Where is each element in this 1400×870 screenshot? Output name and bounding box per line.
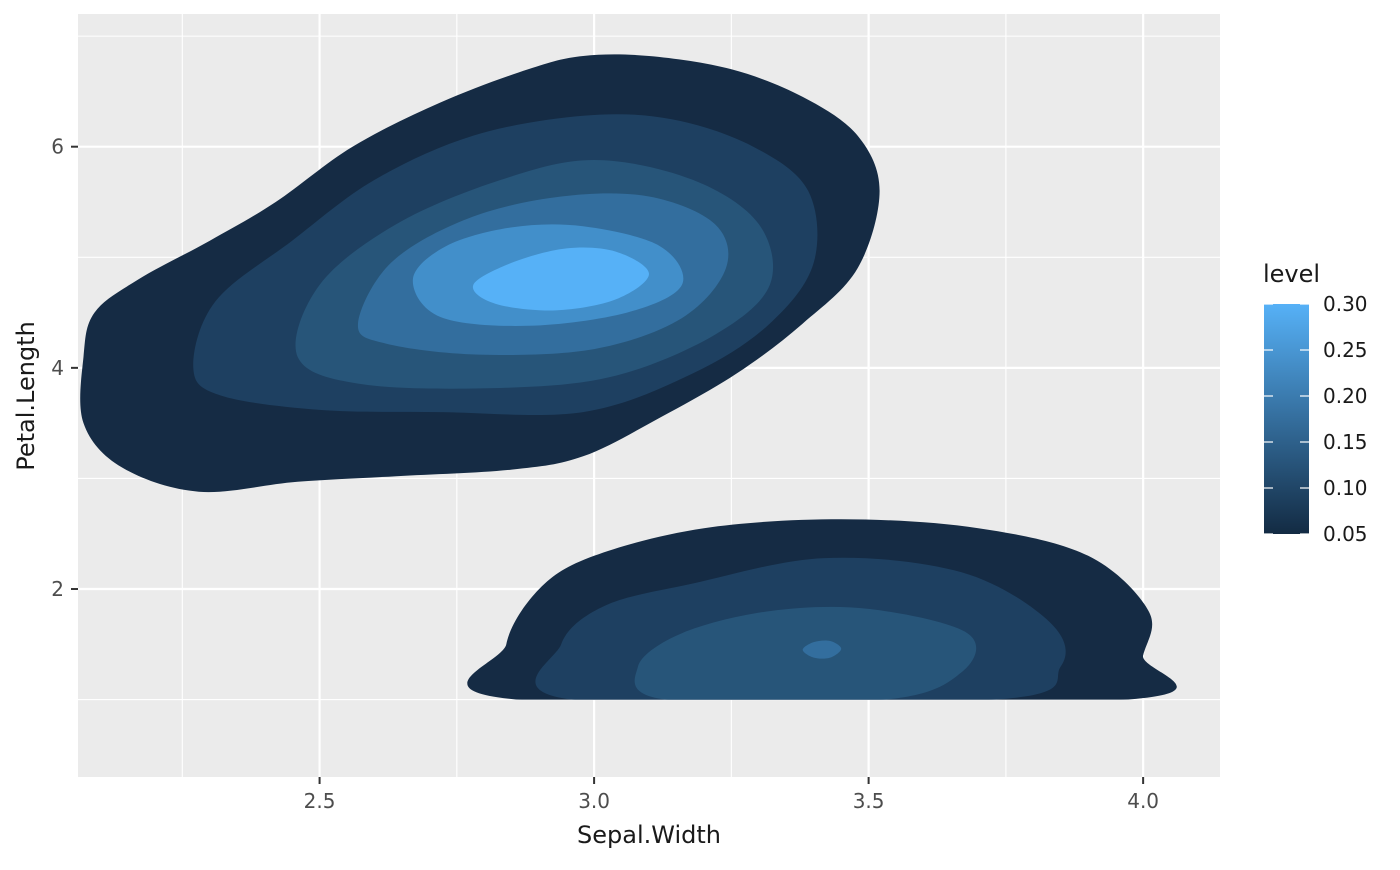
legend-title: level — [1263, 260, 1320, 288]
legend-ticks: 0.05 0.10 0.15 0.20 0.25 0.30 — [1264, 292, 1368, 546]
y-axis-title: Petal.Length — [12, 321, 40, 471]
y-tick-label: 2 — [51, 577, 64, 601]
y-tick-label: 6 — [51, 135, 64, 159]
x-tick-label: 3.0 — [578, 789, 610, 813]
legend-label: 0.10 — [1323, 476, 1368, 500]
x-axis: 2.5 3.0 3.5 4.0 — [304, 777, 1159, 813]
contour-band-0.20 — [802, 640, 842, 659]
legend-label: 0.15 — [1323, 430, 1368, 454]
legend: level 0.05 0.10 0.15 0.20 0.25 0.30 — [1263, 260, 1368, 546]
legend-label: 0.25 — [1323, 338, 1368, 362]
y-tick-label: 4 — [51, 356, 64, 380]
legend-label: 0.05 — [1323, 522, 1368, 546]
x-tick-label: 2.5 — [304, 789, 336, 813]
contour-layers — [80, 54, 1177, 700]
contour-band-0.30 — [472, 247, 649, 311]
legend-colorbar — [1264, 304, 1309, 534]
density-contours — [80, 54, 1177, 700]
legend-label: 0.30 — [1323, 292, 1368, 316]
y-axis: 2 4 6 — [51, 135, 78, 601]
x-tick-label: 3.5 — [853, 789, 885, 813]
legend-label: 0.20 — [1323, 384, 1368, 408]
x-axis-title: Sepal.Width — [577, 821, 721, 849]
x-tick-label: 4.0 — [1127, 789, 1159, 813]
